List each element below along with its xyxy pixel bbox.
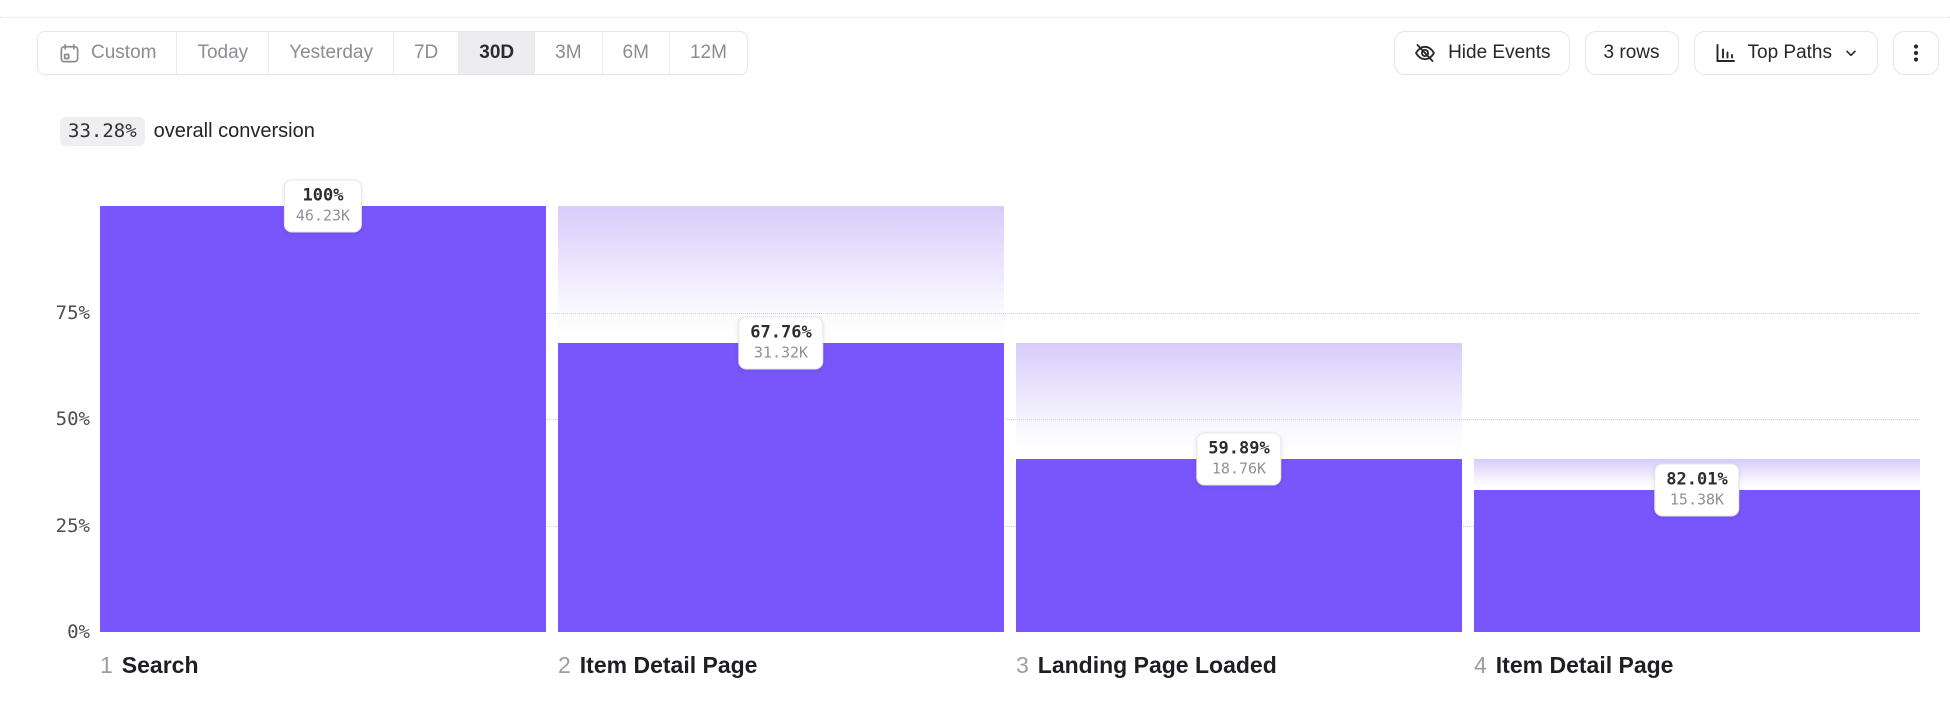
calendar-icon xyxy=(58,42,81,65)
y-axis: 75% 50% 25% 0% xyxy=(30,206,90,644)
conversion-percent: 82.01% xyxy=(1666,469,1728,490)
step-number: 2 xyxy=(558,652,571,678)
date-range-30d[interactable]: 30D xyxy=(458,32,535,74)
top-paths-button[interactable]: Top Paths xyxy=(1693,31,1878,75)
y-axis-tick-75: 75% xyxy=(55,301,90,324)
kebab-menu-icon xyxy=(1904,41,1928,65)
funnel-bar-3: 59.89% 18.76K xyxy=(1016,206,1462,632)
step-name: Item Detail Page xyxy=(1495,652,1674,678)
conversion-percent: 67.76% xyxy=(750,322,812,343)
date-range-label: 30D xyxy=(479,42,515,63)
conversion-count: 31.32K xyxy=(753,343,809,362)
date-range-12m[interactable]: 12M xyxy=(668,32,747,74)
funnel-bar-solid[interactable] xyxy=(1016,459,1462,632)
step-number: 3 xyxy=(1016,652,1029,678)
conversion-label: 67.76% 31.32K xyxy=(738,316,824,370)
date-range-label: 12M xyxy=(689,42,727,63)
conversion-percent: 100% xyxy=(302,185,344,206)
conversion-count: 18.76K xyxy=(1211,459,1267,478)
top-paths-label: Top Paths xyxy=(1747,42,1833,63)
step-number: 4 xyxy=(1474,652,1487,678)
date-range-selector: Custom Today Yesterday 7D 30D 3M 6M 12M xyxy=(37,31,748,75)
gridline-25 xyxy=(100,525,1920,527)
funnel-chart: 100% 46.23K 67.76% 31.32K 59.89% 18.76K 82.01%… xyxy=(100,179,1920,632)
rows-label: 3 rows xyxy=(1603,42,1660,63)
step-name: Search xyxy=(121,652,199,678)
date-range-label: Yesterday xyxy=(289,42,373,63)
funnel-bar-4: 82.01% 15.38K xyxy=(1474,206,1920,632)
date-range-label: 6M xyxy=(622,42,649,63)
y-axis-tick-50: 50% xyxy=(55,408,90,430)
step-label-1: 1 Search xyxy=(100,652,199,679)
gridline-50 xyxy=(100,419,1920,420)
conversion-label: 100% 46.23K xyxy=(283,179,363,233)
conversion-label: 82.01% 15.38K xyxy=(1654,463,1740,517)
date-range-yesterday[interactable]: Yesterday xyxy=(268,32,393,74)
conversion-count: 46.23K xyxy=(295,206,351,225)
funnel-bar-solid[interactable] xyxy=(100,206,546,632)
step-label-3: 3 Landing Page Loaded xyxy=(1016,652,1277,679)
funnel-bar-solid[interactable] xyxy=(558,343,1004,632)
gridline-75 xyxy=(100,312,1920,314)
toolbar: Custom Today Yesterday 7D 30D 3M 6M 12M Hide Ev… xyxy=(37,31,1939,75)
hide-events-button[interactable]: Hide Events xyxy=(1394,31,1570,75)
conversion-count: 15.38K xyxy=(1669,490,1725,509)
overall-conversion-value: 33.28% xyxy=(60,117,145,146)
toolbar-right-actions: Hide Events 3 rows Top Paths xyxy=(1394,31,1939,75)
step-name: Landing Page Loaded xyxy=(1037,652,1277,678)
rows-button[interactable]: 3 rows xyxy=(1584,31,1679,75)
step-label-4: 4 Item Detail Page xyxy=(1474,652,1673,679)
top-divider xyxy=(0,17,1950,18)
hide-events-label: Hide Events xyxy=(1448,42,1551,63)
date-range-custom[interactable]: Custom xyxy=(38,32,177,74)
step-name: Item Detail Page xyxy=(579,652,758,678)
date-range-label: Today xyxy=(197,42,249,63)
overall-conversion-label: overall conversion xyxy=(153,120,315,142)
y-axis-tick-0: 0% xyxy=(67,621,90,643)
bar-chart-icon xyxy=(1713,41,1737,65)
date-range-label: Custom xyxy=(91,42,157,63)
date-range-3m[interactable]: 3M xyxy=(534,32,602,74)
more-options-button[interactable] xyxy=(1893,31,1939,75)
step-label-2: 2 Item Detail Page xyxy=(558,652,757,679)
funnel-bar-1: 100% 46.23K xyxy=(100,179,546,632)
funnel-bar-2: 67.76% 31.32K xyxy=(558,206,1004,632)
step-labels-row: 1 Search 2 Item Detail Page 3 Landing Page Lo… xyxy=(0,652,1950,686)
chevron-down-icon xyxy=(1843,45,1859,61)
eye-off-icon xyxy=(1413,41,1437,65)
conversion-label: 59.89% 18.76K xyxy=(1196,432,1282,486)
date-range-label: 3M xyxy=(555,42,582,63)
y-axis-tick-25: 25% xyxy=(55,514,90,537)
date-range-today[interactable]: Today xyxy=(176,32,269,74)
date-range-label: 7D xyxy=(413,42,439,63)
conversion-percent: 59.89% xyxy=(1208,438,1270,459)
overall-conversion-summary: 33.28% overall conversion xyxy=(60,117,315,146)
date-range-7d[interactable]: 7D xyxy=(392,32,459,74)
step-number: 1 xyxy=(100,652,113,678)
date-range-6m[interactable]: 6M xyxy=(601,32,669,74)
